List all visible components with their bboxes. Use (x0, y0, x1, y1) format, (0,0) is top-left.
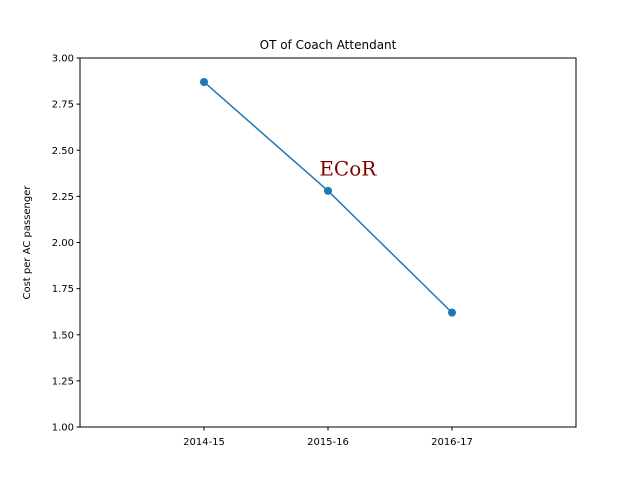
y-tick-label: 2.25 (52, 192, 74, 203)
y-tick-label: 1.25 (52, 376, 74, 387)
y-tick-label: 3.00 (52, 54, 74, 65)
chart-title: OT of Coach Attendant (260, 38, 397, 52)
y-axis-label: Cost per AC passenger (22, 185, 33, 300)
y-tick-label: 1.50 (52, 330, 74, 341)
chart-annotation: ECoR (319, 157, 377, 181)
data-point (200, 77, 208, 86)
data-point (324, 186, 332, 195)
y-tick-label: 2.00 (52, 238, 74, 249)
data-series (200, 77, 456, 317)
y-tick-label: 1.75 (52, 284, 74, 295)
x-tick-label: 2016-17 (431, 437, 473, 448)
plot-frame (79, 57, 577, 428)
y-tick-label: 2.75 (52, 100, 74, 111)
y-axis: 1.00 1.25 1.50 1.75 2.00 2.25 2.50 2.75 3.00 (52, 54, 80, 434)
plot-area (79, 57, 577, 428)
y-tick-label: 2.50 (52, 146, 74, 157)
x-tick-label: 2015-16 (307, 437, 349, 448)
y-tick-label: 1.00 (52, 423, 74, 434)
x-axis: 2014-15 2015-16 2016-17 (183, 427, 473, 448)
data-point (448, 308, 456, 317)
x-tick-label: 2014-15 (183, 437, 225, 448)
